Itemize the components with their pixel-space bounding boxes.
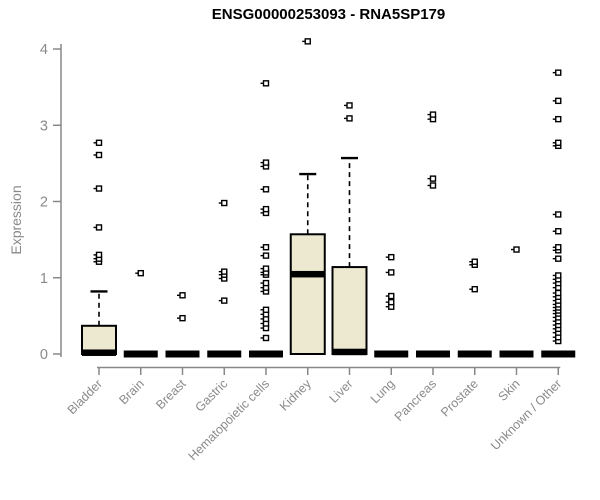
flat-box-lung [374,350,409,358]
outlier-point [95,151,103,159]
outlier-point [262,244,270,251]
flat-box-pancreas [416,350,450,358]
outlier-point [555,115,562,123]
outlier-point [179,314,186,322]
y-axis-tick-label: 2 [40,195,48,211]
outlier-point [555,272,562,279]
median-liver [332,348,367,356]
y-axis-tick-label: 1 [40,271,48,287]
outlier-point [555,244,562,251]
category-label-lung: Lung [368,377,398,407]
outlier-point [95,139,103,146]
outlier-point [555,228,562,235]
outlier-point [262,265,270,272]
outlier-point [137,269,144,277]
category-label-pancreas: Pancreas [392,377,439,424]
chart-title: ENSG00000253093 - RNA5SP179 [211,6,446,23]
category-label-unknown-other: Unknown / Other [488,377,564,453]
y-axis-tick-label: 4 [40,42,48,58]
outlier-point [555,69,562,76]
flat-box-hematopoietic-cells [249,350,283,358]
outlier-point [388,253,395,261]
outlier-point [388,298,395,306]
category-label-hematopoietic-cells: Hematopoietic cells [186,377,273,464]
outlier-point [555,139,562,146]
outlier-point [262,279,270,287]
category-label-gastric: Gastric [192,377,230,415]
flat-box-brain [123,350,158,358]
flat-box-prostate [457,350,492,358]
outlier-point [346,102,353,109]
outlier-point [262,306,270,313]
outlier-point [179,292,186,299]
outlier-point [471,285,478,293]
outlier-point [471,258,478,265]
category-label-bladder: Bladder [65,377,105,417]
category-label-kidney: Kidney [277,376,314,413]
outlier-point [262,205,270,213]
category-label-breast: Breast [153,376,189,412]
flat-box-gastric [207,350,242,358]
outlier-point [555,211,562,218]
outlier-point [555,289,562,297]
outlier-point [262,80,270,87]
outlier-point [95,185,103,192]
outlier-point [429,175,437,182]
outlier-point [513,246,520,253]
median-bladder [82,349,116,356]
outlier-point [429,111,437,118]
outlier-point [304,38,311,45]
category-label-brain: Brain [116,377,147,408]
outlier-point [221,297,228,304]
outlier-point [388,292,395,300]
outlier-point [221,199,228,207]
box-liver [331,266,368,356]
outlier-point [555,255,562,262]
outlier-point [95,251,103,259]
outlier-point [262,186,270,193]
y-axis-tick-label: 0 [40,347,48,363]
outlier-point [346,115,353,122]
outlier-point [555,97,562,105]
flat-box-breast [165,350,200,358]
y-axis-tick-label: 3 [40,118,48,134]
outlier-point [221,268,228,275]
outlier-point [262,159,270,166]
outlier-point [262,334,270,342]
outlier-point [262,252,270,259]
outlier-point [95,224,103,231]
category-label-prostate: Prostate [438,377,481,420]
category-label-liver: Liver [327,377,356,406]
box-kidney [289,233,326,356]
outlier-point [429,182,437,189]
flat-box-unknown-other [541,350,576,358]
outlier-point [388,269,395,276]
median-kidney [290,270,325,278]
category-label-skin: Skin [496,377,523,404]
flat-box-skin [499,350,534,358]
